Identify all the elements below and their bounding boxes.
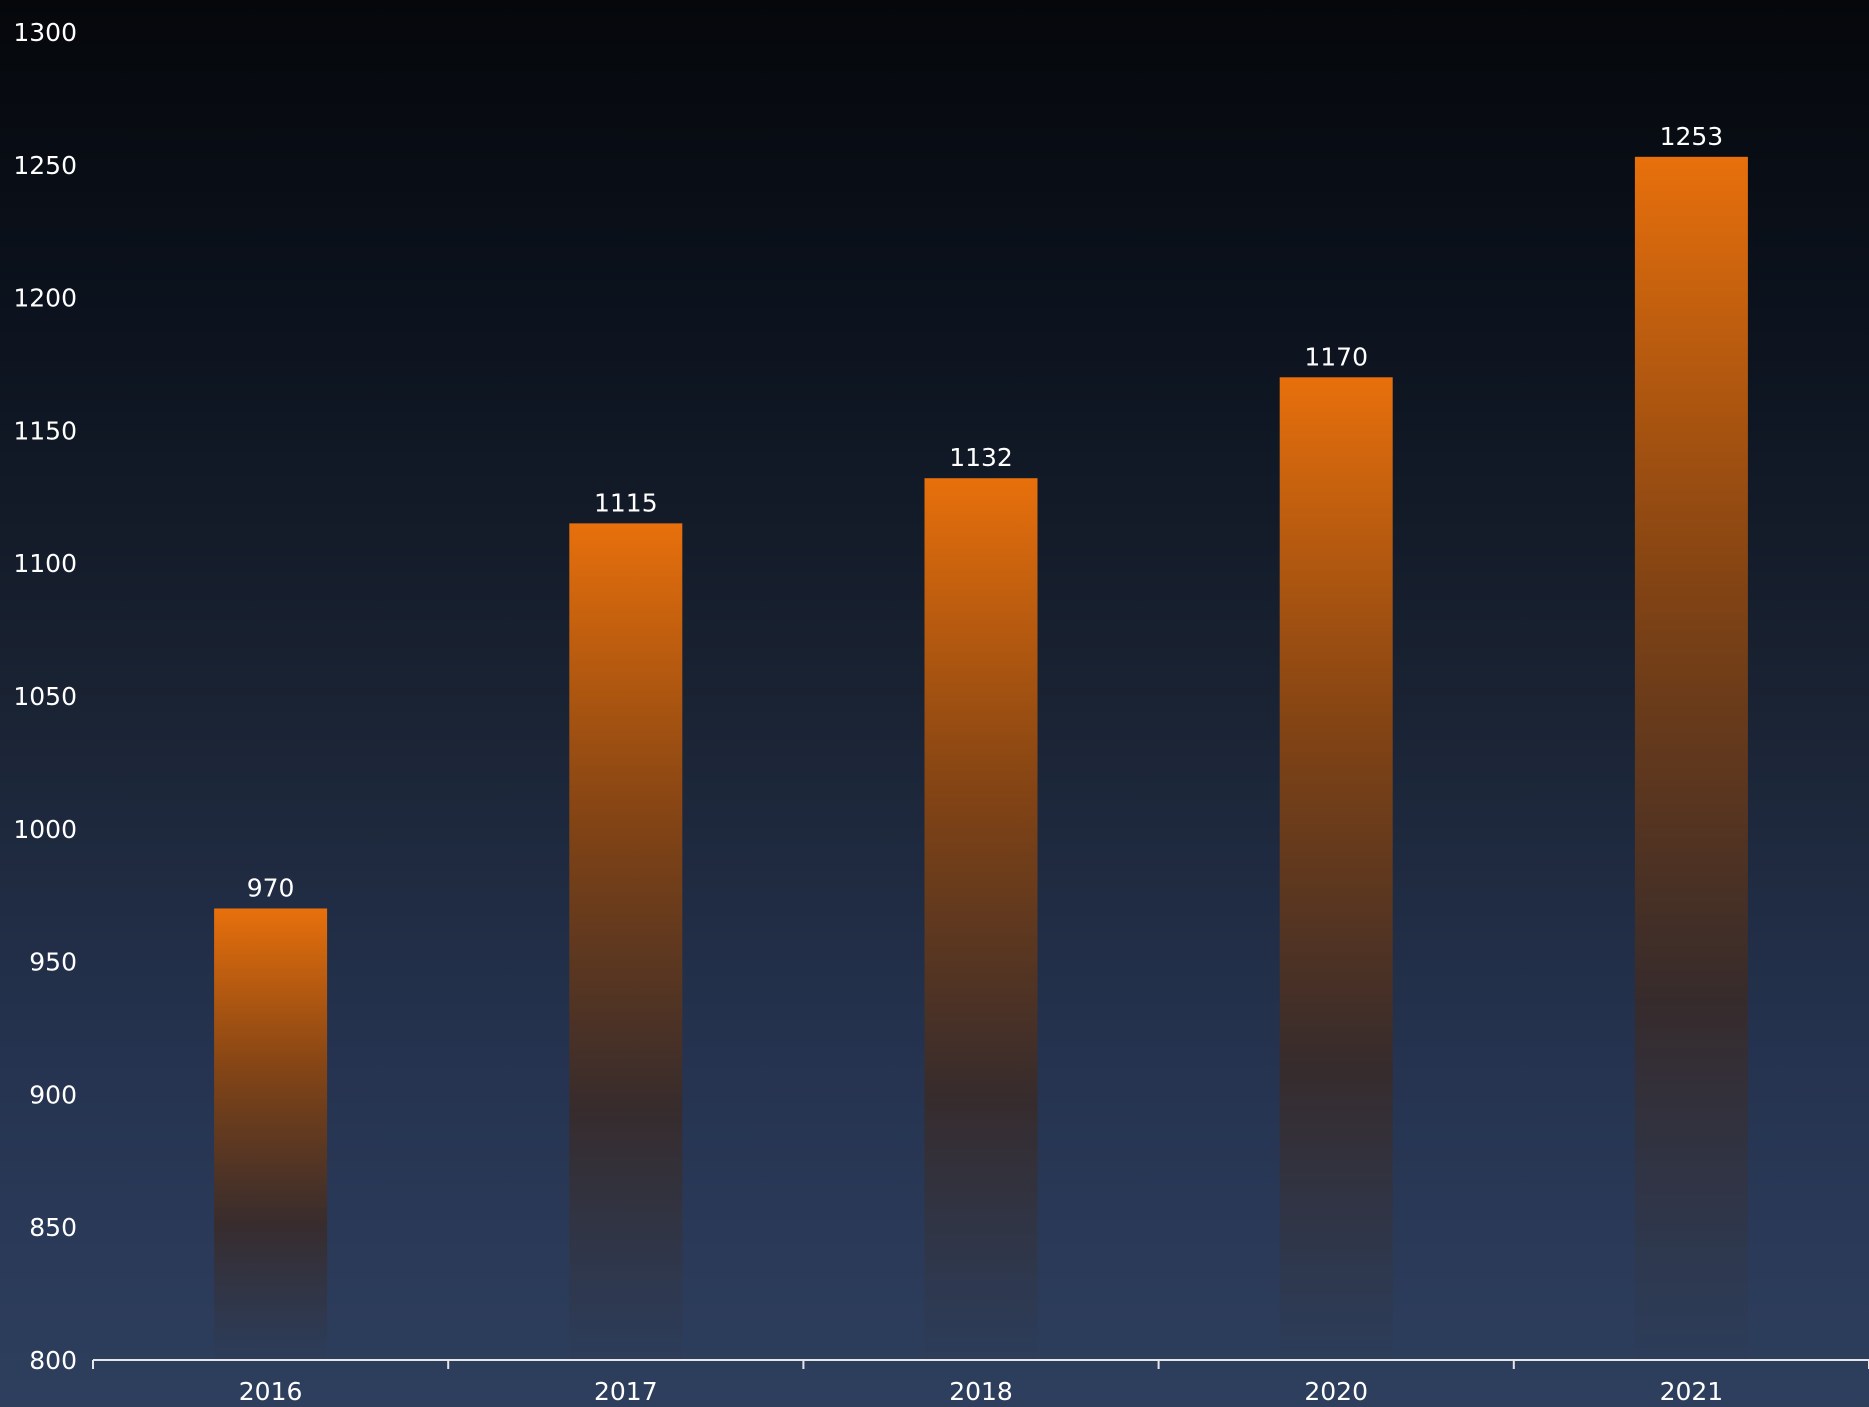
- y-tick-label: 1300: [13, 18, 77, 47]
- x-tick-label: 2016: [239, 1377, 303, 1406]
- y-tick-label: 850: [29, 1213, 77, 1242]
- x-axis: 2016 2017 2018 2020 2021: [92, 1359, 1869, 1406]
- bar: [1634, 156, 1748, 1360]
- x-tick-label: 2017: [594, 1377, 658, 1406]
- bar-value-label: 970: [247, 873, 295, 902]
- bar-value-label: 1132: [949, 443, 1013, 472]
- bar-value-label: 1170: [1304, 342, 1368, 371]
- y-tick-label: 900: [29, 1080, 77, 1109]
- bar: [214, 908, 328, 1360]
- y-tick-label: 950: [29, 948, 77, 977]
- bar: [569, 523, 683, 1360]
- x-tick-label: 2020: [1304, 1377, 1368, 1406]
- data-labels-group: 970 1115 1132 1170 1253: [247, 122, 1723, 903]
- bar: [1279, 377, 1393, 1360]
- bar: [924, 478, 1038, 1360]
- bar-value-label: 1253: [1660, 122, 1724, 151]
- x-tick-label: 2018: [949, 1377, 1013, 1406]
- bars-group: [214, 156, 1748, 1360]
- y-axis-tick-labels: 800 850 900 950 1000 1050 1100 1150 1200 1250 1300: [13, 18, 77, 1375]
- y-tick-label: 1050: [13, 682, 77, 711]
- y-tick-label: 1100: [13, 549, 77, 578]
- bar-value-label: 1115: [594, 488, 658, 517]
- y-tick-label: 1150: [13, 416, 77, 445]
- y-tick-label: 1000: [13, 815, 77, 844]
- x-tick-label: 2021: [1660, 1377, 1724, 1406]
- y-tick-label: 1250: [13, 151, 77, 180]
- y-tick-label: 800: [29, 1346, 77, 1375]
- y-tick-label: 1200: [13, 284, 77, 313]
